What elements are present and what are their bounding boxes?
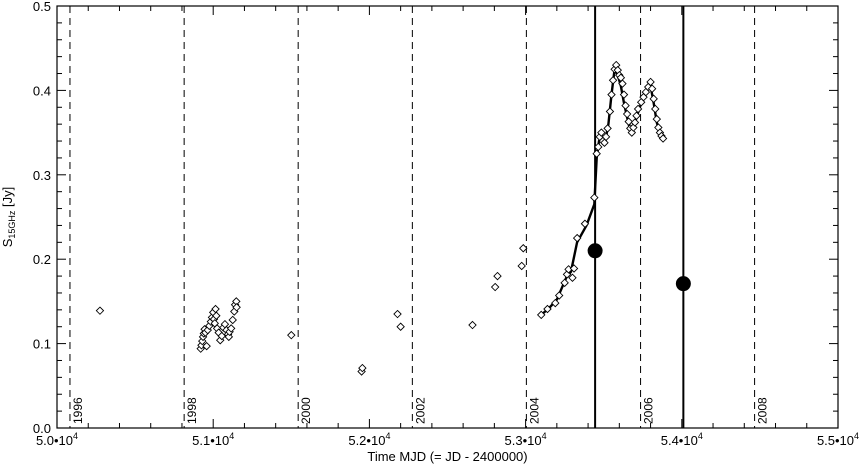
diamond-point xyxy=(633,104,643,114)
x-axis-label: Time MJD (= JD - 2400000) xyxy=(367,449,527,464)
x-tick-exponent: 4 xyxy=(73,431,78,441)
filled-circle-point xyxy=(587,243,603,259)
data-point-layer xyxy=(95,60,691,376)
diamond-point xyxy=(551,298,560,308)
filled-circle-point xyxy=(675,276,691,292)
model-curve xyxy=(540,68,665,316)
x-tick-label: 5.0•104 xyxy=(36,431,78,448)
plot-frame xyxy=(56,5,839,429)
diamond-point xyxy=(95,306,105,315)
y-axis-label-subscript: 15GHz xyxy=(7,210,17,239)
diamond-point xyxy=(646,77,655,87)
diamond-point xyxy=(627,128,637,137)
year-marker-label: 2002 xyxy=(413,397,427,424)
diamond-point xyxy=(649,94,658,104)
diamond-point xyxy=(393,309,402,319)
diamond-point xyxy=(580,219,590,228)
diamond-point xyxy=(226,324,236,333)
diamond-point xyxy=(517,261,526,271)
x-tick-mantissa: 5.4•10 xyxy=(661,433,698,448)
diamond-point xyxy=(519,243,528,253)
diamond-point xyxy=(603,124,612,133)
x-tick-exponent: 4 xyxy=(385,431,390,441)
x-tick-label: 5.5•104 xyxy=(817,431,859,448)
y-tick-label: 0.4 xyxy=(33,83,51,98)
year-marker-label: 2000 xyxy=(299,397,313,424)
diamond-point xyxy=(607,90,616,99)
diamond-point xyxy=(568,273,577,283)
diamond-point xyxy=(212,311,221,320)
diamond-point xyxy=(592,149,601,158)
diamond-point xyxy=(569,264,579,273)
x-tick-mantissa: 5.2•10 xyxy=(348,433,385,448)
diamond-point xyxy=(652,114,662,124)
diamond-point xyxy=(232,303,241,312)
diamond-point xyxy=(560,278,569,288)
diamond-point xyxy=(624,117,633,126)
diamond-point xyxy=(554,291,564,300)
diamond-point xyxy=(536,310,546,320)
axis-tick-layer: 5.0•104 5.1•104 5.2•104 5.3•104 5.4•104 5.5•1… xyxy=(33,0,859,448)
y-tick-label: 0.3 xyxy=(33,168,51,183)
year-marker-layer: 1996 1998 2000 2002 2004 2006 2008 xyxy=(69,6,770,428)
diamond-point xyxy=(605,107,615,116)
y-tick-label: 0.0 xyxy=(33,421,51,436)
diamond-point xyxy=(490,282,500,292)
diamond-point xyxy=(202,341,211,351)
diamond-point xyxy=(228,315,237,325)
y-axis-label-main: S xyxy=(0,238,15,247)
diamond-point xyxy=(572,233,582,243)
year-marker-label: 2006 xyxy=(642,397,656,424)
diamond-point xyxy=(287,330,296,340)
x-tick-mantissa: 5.5•10 xyxy=(817,433,854,448)
x-tick-exponent: 4 xyxy=(229,431,234,441)
diamond-point xyxy=(593,142,603,152)
diamond-point xyxy=(621,101,630,110)
model-line-layer xyxy=(540,68,665,316)
diamond-point xyxy=(600,138,609,147)
diamond-point xyxy=(622,109,632,119)
x-tick-mantissa: 5.1•10 xyxy=(192,433,229,448)
x-tick-exponent: 4 xyxy=(542,431,547,441)
y-tick-label: 0.2 xyxy=(33,252,51,267)
y-tick-label: 0.5 xyxy=(33,0,51,14)
y-axis-label-unit: [Jy] xyxy=(0,187,15,211)
diamond-point xyxy=(217,331,227,341)
diamond-point xyxy=(562,270,572,279)
diamond-point xyxy=(651,104,660,114)
x-tick-exponent: 4 xyxy=(854,431,859,441)
diamond-point xyxy=(658,134,668,143)
x-tick-mantissa: 5.0•10 xyxy=(36,433,73,448)
year-marker-label: 2008 xyxy=(756,397,770,424)
x-tick-mantissa: 5.3•10 xyxy=(505,433,542,448)
y-tick-label: 0.1 xyxy=(33,337,51,352)
diamond-point xyxy=(468,320,477,330)
diamond-point xyxy=(632,111,641,120)
diamond-point xyxy=(396,322,405,331)
x-tick-label: 5.4•104 xyxy=(661,431,703,448)
diamond-point xyxy=(630,118,640,127)
diamond-point xyxy=(224,332,234,342)
x-tick-exponent: 4 xyxy=(698,431,703,441)
diamond-point xyxy=(493,271,502,281)
year-marker-label: 1998 xyxy=(185,397,199,424)
x-tick-label: 5.2•104 xyxy=(348,431,390,448)
diamond-point xyxy=(647,84,657,93)
x-tick-label: 5.1•104 xyxy=(192,431,234,448)
x-tick-label: 5.3•104 xyxy=(505,431,547,448)
diamond-point xyxy=(618,79,627,88)
event-line-layer xyxy=(594,6,685,428)
diamond-point xyxy=(597,128,606,137)
diamond-point xyxy=(358,363,367,373)
diamond-point xyxy=(543,304,552,314)
diamond-point xyxy=(608,76,618,85)
y-axis-label: S15GHz [Jy] xyxy=(0,187,17,248)
diamond-point xyxy=(590,193,599,202)
diamond-point xyxy=(601,132,611,142)
year-marker-label: 1996 xyxy=(71,397,85,424)
year-marker-label: 2004 xyxy=(527,397,541,424)
diamond-point xyxy=(619,90,629,99)
